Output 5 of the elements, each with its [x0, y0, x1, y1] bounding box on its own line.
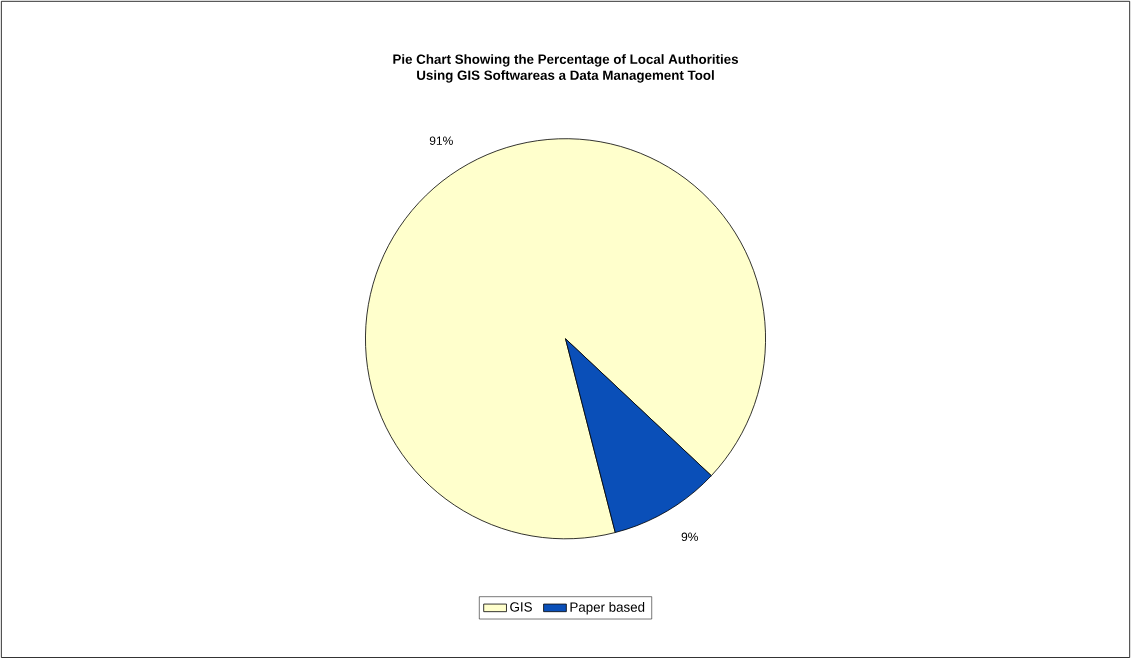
- chart-title: Pie Chart Showing the Percentage of Local Authorities Using GIS Softwareas a Data Management Tool: [393, 54, 739, 83]
- legend-label: Paper based: [570, 602, 645, 615]
- data-label: 91%: [429, 136, 453, 146]
- legend-label: GIS: [510, 602, 532, 612]
- data-label: 9%: [681, 532, 698, 542]
